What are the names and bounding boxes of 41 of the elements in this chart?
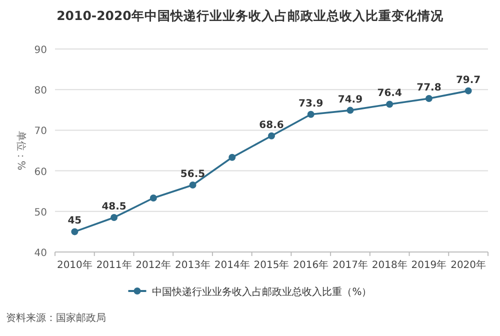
point	[110, 214, 118, 221]
x-tick-label: 2014年	[214, 259, 250, 271]
y-tick-label: 40	[34, 248, 47, 259]
data-label: 74.9	[338, 94, 363, 106]
y-tick-label: 70	[34, 126, 47, 138]
y-tick-label: 90	[34, 45, 47, 56]
y-tick-label: 80	[34, 86, 47, 97]
data-label: 73.9	[298, 98, 324, 110]
x-tick-label: 2012年	[136, 259, 172, 271]
x-tick-label: 2015年	[254, 259, 290, 271]
data-label: 76.4	[377, 88, 402, 100]
x-tick-label: 2013年	[175, 259, 210, 271]
x-tick-label: 2016年	[293, 259, 329, 271]
x-tick-label: 2011年	[96, 259, 132, 271]
point	[71, 228, 78, 236]
point	[464, 87, 472, 94]
data-label: 45	[68, 216, 82, 227]
data-label: 79.7	[456, 74, 481, 86]
point	[307, 110, 314, 118]
y-axis-title: 单位：%	[15, 130, 27, 170]
x-tick-label: 2018年	[372, 259, 408, 271]
point	[268, 132, 275, 140]
text: 资料来源：国家邮政局	[6, 312, 106, 324]
point	[150, 194, 157, 202]
chart-title: 2010-2020年中国快递行业业务收入占邮政业总收入比重变化情况	[56, 8, 444, 23]
legend-label: 中国快递行业业务收入占邮政业总收入比重（%）	[152, 286, 372, 298]
data-label: 68.6	[259, 120, 284, 131]
data-label: 48.5	[102, 201, 126, 212]
point	[228, 154, 236, 161]
x-tick-label: 2010年	[56, 259, 92, 271]
x-tick-label: 2019年	[411, 259, 447, 271]
point	[386, 100, 394, 108]
x-tick-label: 2020年	[450, 259, 486, 271]
data-label: 77.8	[416, 82, 442, 94]
point	[346, 106, 354, 114]
y-tick-label: 60	[34, 166, 47, 178]
data-label: 56.5	[180, 169, 206, 180]
point	[425, 95, 432, 102]
x-tick-label: 2017年	[332, 259, 368, 271]
point	[189, 182, 196, 189]
y-tick-label: 50	[34, 207, 47, 218]
